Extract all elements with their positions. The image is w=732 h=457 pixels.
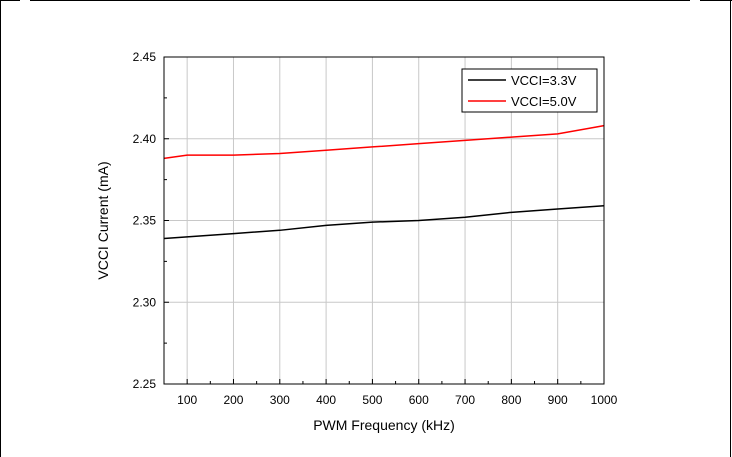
legend-box — [461, 68, 598, 113]
y-tick-label: 2.30 — [133, 295, 157, 309]
x-tick-label: 600 — [409, 393, 429, 407]
frame-left-border — [0, 0, 1, 457]
x-tick-label: 500 — [362, 393, 382, 407]
axis-ticks: 100 200 300 400 500 600 700 800 900 1000 2.25 2.30 2… — [133, 50, 618, 407]
frame-right-border — [730, 0, 731, 457]
grid — [164, 57, 604, 384]
legend-label: VCCI=3.3V — [511, 73, 577, 88]
x-tick-label: 700 — [455, 393, 475, 407]
x-tick-label: 900 — [548, 393, 568, 407]
x-tick-label: 200 — [223, 393, 243, 407]
y-tick-label: 2.40 — [133, 132, 157, 146]
series-lines — [163, 124, 605, 240]
x-tick-label: 1000 — [591, 393, 618, 407]
x-tick-label: 100 — [177, 393, 197, 407]
x-tick-label: 300 — [270, 393, 290, 407]
x-axis-label: PWM Frequency (kHz) — [313, 417, 455, 433]
y-axis-label: VCCI Current (mA) — [95, 161, 111, 279]
frame-top-left-line — [0, 0, 20, 1]
legend-label: VCCI=5.0V — [511, 94, 577, 109]
series-line — [163, 205, 605, 240]
x-tick-label: 400 — [316, 393, 336, 407]
y-tick-label: 2.25 — [133, 377, 157, 391]
y-tick-label: 2.35 — [133, 214, 157, 228]
frame-top-right-line — [700, 0, 732, 1]
legend: VCCI=3.3V VCCI=5.0V — [461, 68, 598, 113]
series-line — [163, 124, 605, 160]
y-tick-label: 2.45 — [133, 50, 157, 64]
x-tick-label: 800 — [501, 393, 521, 407]
frame-top-line — [30, 0, 690, 1]
